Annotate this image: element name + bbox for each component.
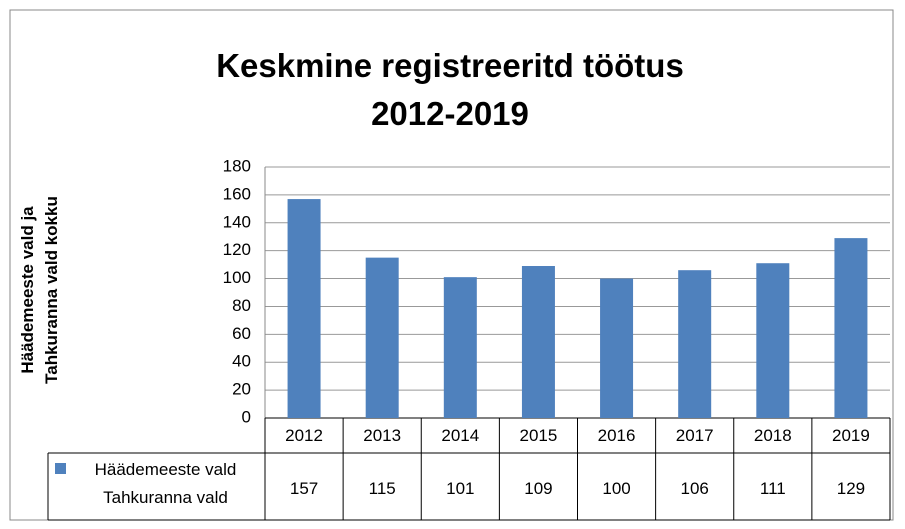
- table-value: 106: [681, 479, 709, 498]
- x-tick-label: 2014: [441, 426, 479, 445]
- legend-label: Häädemeeste vald Tahkuranna vald: [94, 460, 237, 507]
- bar: [678, 270, 712, 418]
- y-tick-label: 0: [242, 407, 251, 426]
- y-tick-label: 20: [232, 380, 251, 399]
- bar: [834, 238, 868, 418]
- y-tick-label: 180: [223, 156, 251, 175]
- chart-title: Keskmine registreeritd töötus 2012-2019: [216, 47, 684, 132]
- bar: [365, 257, 399, 418]
- table-value: 157: [290, 479, 318, 498]
- table-value: 129: [837, 479, 865, 498]
- x-tick-label: 2016: [598, 426, 636, 445]
- bar: [443, 277, 477, 418]
- x-tick-label: 2013: [363, 426, 401, 445]
- table-value: 100: [602, 479, 630, 498]
- bar: [600, 278, 634, 418]
- y-tick-label: 80: [232, 296, 251, 315]
- table-value: 109: [524, 479, 552, 498]
- x-tick-label: 2015: [520, 426, 558, 445]
- y-tick-label: 40: [232, 352, 251, 371]
- legend-swatch: [55, 463, 66, 474]
- x-tick-label: 2017: [676, 426, 714, 445]
- y-tick-label: 100: [223, 268, 251, 287]
- table-value: 115: [369, 479, 396, 498]
- x-tick-label: 2012: [285, 426, 323, 445]
- bar: [521, 266, 555, 418]
- y-tick-label: 140: [223, 212, 251, 231]
- x-tick-label: 2019: [832, 426, 870, 445]
- bar: [756, 263, 790, 418]
- y-tick-label: 60: [232, 324, 251, 343]
- bar: [287, 199, 321, 418]
- x-tick-label: 2018: [754, 426, 792, 445]
- y-tick-label: 120: [223, 240, 251, 259]
- table-value: 111: [760, 479, 786, 498]
- y-tick-label: 160: [223, 184, 251, 203]
- table-value: 101: [446, 479, 474, 498]
- y-axis-label: Häädemeeste vald ja Tahkuranna vald kokk…: [18, 196, 61, 384]
